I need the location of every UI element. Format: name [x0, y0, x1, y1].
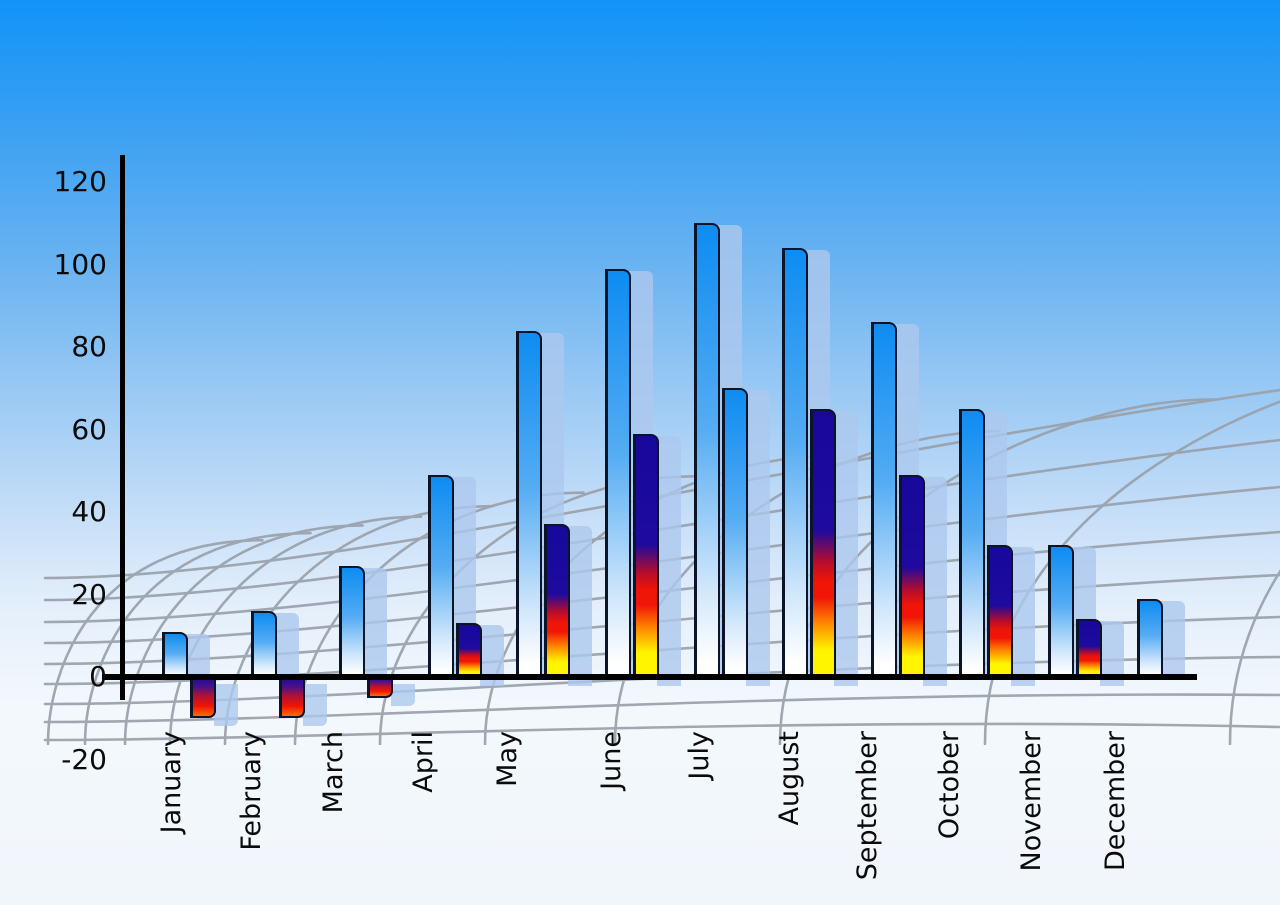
bar-october-series2-shadow: [1011, 547, 1035, 686]
bar-july-series2-shadow: [746, 390, 770, 686]
bar-september-series1: [871, 322, 897, 677]
bar-june-series2: [633, 433, 659, 677]
y-tick-label: -20: [61, 742, 107, 776]
month-label-september: September: [852, 731, 883, 881]
bar-may-series2: [544, 524, 570, 677]
bar-january-series2-shadow: [214, 684, 238, 727]
bar-january-series2: [190, 676, 216, 719]
bar-september-series2: [899, 474, 925, 677]
month-label-march: March: [318, 731, 349, 814]
month-label-may: May: [492, 731, 523, 787]
bar-august-series1: [782, 248, 808, 677]
y-tick-label: 20: [71, 577, 107, 611]
month-label-december: December: [1100, 731, 1131, 872]
y-tick-label: 120: [53, 165, 107, 198]
bar-march-series1: [339, 565, 365, 677]
bar-may-series1: [516, 330, 542, 677]
bar-march-series2: [367, 676, 393, 698]
bar-march-series1-shadow: [363, 567, 387, 676]
month-label-january: January: [156, 731, 187, 834]
month-label-october: October: [934, 731, 965, 840]
bar-december-series1-shadow: [1161, 600, 1185, 676]
y-tick-label: 60: [71, 412, 107, 446]
y-axis-line: [120, 155, 125, 700]
bar-may-series2-shadow: [568, 526, 592, 686]
month-label-november: November: [1016, 731, 1047, 872]
month-label-june: June: [596, 731, 627, 790]
bar-april-series1: [428, 474, 454, 677]
month-label-february: February: [236, 731, 267, 851]
bar-february-series2-shadow: [303, 684, 327, 727]
x-axis-baseline: [102, 674, 1197, 680]
bar-january-series1-shadow: [186, 633, 210, 676]
bar-november-series2: [1076, 619, 1102, 677]
bar-september-series2-shadow: [923, 476, 947, 686]
bar-december-series1: [1137, 598, 1163, 677]
month-label-august: August: [774, 731, 805, 826]
y-tick-label: 0: [89, 660, 107, 693]
bar-july-series2: [722, 388, 748, 677]
bar-february-series1-shadow: [275, 613, 299, 676]
bar-march-series2-shadow: [391, 684, 415, 706]
bar-june-series1: [605, 268, 631, 677]
bar-august-series2: [810, 408, 836, 677]
bar-february-series2: [279, 676, 305, 719]
y-tick-label: 40: [71, 495, 107, 528]
bar-november-series1: [1048, 545, 1074, 677]
bar-august-series2-shadow: [834, 410, 858, 686]
bar-april-series2: [456, 623, 482, 677]
y-axis-labels: 120 100 80 60 40 20 0 -20: [0, 0, 107, 905]
bar-february-series1: [251, 611, 277, 677]
y-tick-label: 100: [53, 247, 107, 281]
bar-june-series2-shadow: [657, 435, 681, 686]
bar-october-series2: [987, 545, 1013, 677]
bar-january-series1: [162, 631, 188, 677]
month-label-april: April: [408, 731, 439, 793]
bar-october-series1: [959, 408, 985, 677]
month-label-july: July: [684, 731, 715, 780]
y-tick-label: 80: [71, 330, 107, 363]
bar-july-series1: [694, 223, 720, 677]
